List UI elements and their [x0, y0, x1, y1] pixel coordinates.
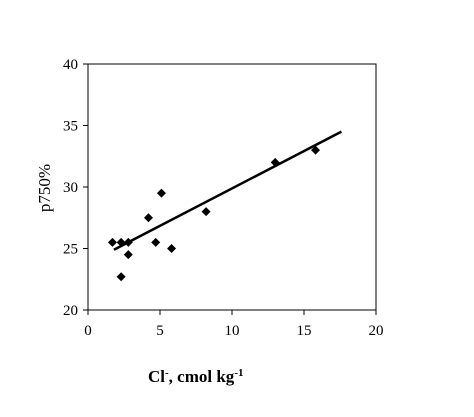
- y-tick-label: 20: [63, 303, 78, 319]
- data-point: [270, 157, 280, 167]
- data-point: [167, 244, 177, 253]
- x-tick-label: 15: [297, 323, 312, 339]
- x-axis-title-unit: , cmol kg: [169, 367, 235, 386]
- y-tick-label: 30: [63, 180, 78, 196]
- x-tick-label: 0: [84, 323, 92, 339]
- y-axis-title: p750%: [35, 164, 54, 212]
- data-point: [151, 237, 161, 247]
- data-point: [311, 145, 321, 155]
- data-point: [116, 237, 126, 247]
- data-point: [107, 237, 117, 247]
- data-point: [156, 188, 166, 198]
- x-axis-title-superscript-2: -1: [234, 367, 243, 379]
- x-axis: 0 5 10 15 20: [84, 310, 384, 339]
- trendline-segment: [113, 130, 343, 251]
- plot-border: [87, 63, 377, 311]
- y-axis: 20 25 30 35 40: [63, 57, 88, 319]
- data-point: [123, 250, 133, 260]
- trendline: [113, 130, 343, 251]
- y-tick-label: 25: [63, 242, 78, 258]
- x-tick-label: 5: [156, 323, 164, 339]
- data-point: [143, 213, 153, 223]
- x-axis-title-main: Cl: [148, 367, 165, 386]
- x-axis-title: Cl-, cmol kg-1: [148, 367, 243, 386]
- x-tick-label: 10: [225, 323, 240, 339]
- data-point: [116, 272, 126, 282]
- data-point: [123, 237, 133, 247]
- x-axis-title-superscript-1: -: [165, 367, 169, 379]
- plot-area: [87, 63, 377, 311]
- y-tick-label: 35: [63, 119, 78, 135]
- y-tick-label: 40: [63, 57, 78, 73]
- x-tick-label: 20: [369, 323, 384, 339]
- data-point: [201, 207, 211, 217]
- data-points: [107, 145, 321, 282]
